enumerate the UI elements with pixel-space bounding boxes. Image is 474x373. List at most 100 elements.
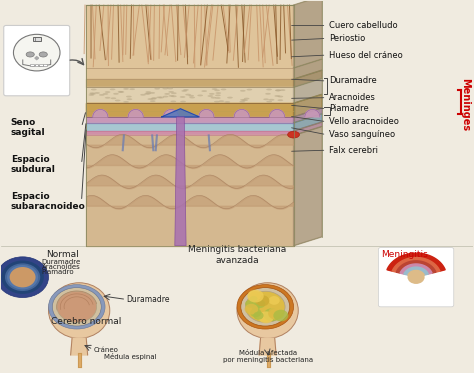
Polygon shape — [270, 110, 284, 117]
Text: Periostio: Periostio — [329, 34, 365, 43]
Ellipse shape — [164, 93, 170, 95]
Ellipse shape — [227, 97, 233, 98]
Ellipse shape — [156, 97, 162, 98]
Circle shape — [408, 270, 425, 284]
Ellipse shape — [237, 283, 298, 338]
Ellipse shape — [197, 94, 203, 96]
Text: Meningitis: Meningitis — [381, 251, 428, 260]
Text: Espacio
subaracnoideo: Espacio subaracnoideo — [11, 192, 86, 211]
Polygon shape — [175, 117, 186, 246]
Ellipse shape — [151, 98, 156, 100]
Ellipse shape — [180, 96, 185, 98]
Text: Normal: Normal — [46, 251, 79, 260]
Circle shape — [248, 291, 261, 301]
Ellipse shape — [91, 88, 97, 90]
Polygon shape — [93, 110, 108, 117]
Ellipse shape — [26, 52, 34, 57]
Circle shape — [253, 311, 264, 320]
Ellipse shape — [39, 52, 47, 57]
Ellipse shape — [214, 90, 220, 91]
Ellipse shape — [105, 97, 110, 99]
Circle shape — [263, 301, 279, 313]
Text: Piamadro: Piamadro — [41, 269, 74, 275]
Ellipse shape — [208, 95, 213, 97]
Polygon shape — [162, 109, 199, 117]
Ellipse shape — [240, 99, 246, 101]
Circle shape — [264, 308, 280, 322]
Ellipse shape — [163, 88, 168, 90]
Ellipse shape — [266, 101, 272, 103]
Ellipse shape — [89, 94, 94, 96]
Text: Aracnoides: Aracnoides — [41, 264, 80, 270]
Ellipse shape — [219, 100, 224, 102]
Circle shape — [255, 295, 269, 306]
Ellipse shape — [188, 95, 194, 97]
Polygon shape — [259, 338, 276, 355]
Polygon shape — [293, 94, 322, 117]
Polygon shape — [86, 131, 293, 135]
Polygon shape — [396, 261, 436, 273]
Ellipse shape — [278, 95, 283, 97]
Ellipse shape — [225, 101, 230, 103]
Ellipse shape — [99, 94, 105, 96]
Ellipse shape — [263, 98, 269, 100]
FancyBboxPatch shape — [378, 248, 454, 307]
Polygon shape — [35, 57, 38, 60]
Ellipse shape — [144, 93, 150, 95]
Ellipse shape — [158, 97, 164, 98]
Ellipse shape — [201, 90, 207, 92]
Circle shape — [269, 309, 283, 319]
Circle shape — [252, 304, 260, 311]
Circle shape — [243, 289, 288, 325]
Ellipse shape — [126, 95, 132, 97]
Polygon shape — [86, 103, 293, 117]
Ellipse shape — [214, 101, 219, 103]
Ellipse shape — [239, 101, 245, 103]
Text: Vaso sanguíneo: Vaso sanguíneo — [329, 130, 395, 139]
Ellipse shape — [269, 99, 274, 101]
Ellipse shape — [110, 88, 115, 90]
Ellipse shape — [182, 90, 187, 92]
Text: Aracnoides: Aracnoides — [329, 93, 376, 102]
Text: Meninges: Meninges — [461, 78, 471, 132]
Circle shape — [250, 308, 261, 317]
Ellipse shape — [167, 88, 173, 90]
Polygon shape — [404, 267, 428, 275]
Polygon shape — [400, 264, 432, 274]
Circle shape — [9, 267, 36, 287]
Text: Vello aracnoideo: Vello aracnoideo — [329, 117, 399, 126]
Polygon shape — [387, 253, 445, 271]
Ellipse shape — [242, 99, 248, 101]
Ellipse shape — [127, 98, 132, 100]
Text: Piamadre: Piamadre — [329, 104, 369, 113]
Text: Cuero cabelludo: Cuero cabelludo — [329, 21, 398, 30]
Ellipse shape — [105, 91, 110, 93]
Polygon shape — [86, 5, 293, 68]
Polygon shape — [305, 110, 320, 117]
Ellipse shape — [94, 92, 100, 94]
Circle shape — [0, 257, 48, 298]
Polygon shape — [23, 60, 51, 66]
Polygon shape — [293, 70, 322, 87]
Ellipse shape — [171, 92, 177, 94]
Circle shape — [54, 289, 100, 325]
Ellipse shape — [115, 100, 120, 101]
Text: Duramadre: Duramadre — [41, 259, 81, 266]
Circle shape — [273, 310, 288, 322]
Ellipse shape — [163, 95, 168, 97]
Ellipse shape — [171, 100, 176, 102]
Polygon shape — [86, 117, 293, 123]
Polygon shape — [199, 110, 214, 117]
Ellipse shape — [149, 92, 155, 94]
Ellipse shape — [266, 88, 272, 90]
Ellipse shape — [288, 131, 300, 138]
Ellipse shape — [48, 283, 110, 338]
Text: Meningitis bacteriana
avanzada: Meningitis bacteriana avanzada — [188, 245, 286, 265]
Ellipse shape — [244, 98, 249, 100]
Ellipse shape — [147, 98, 153, 100]
Polygon shape — [293, 0, 322, 68]
Ellipse shape — [151, 97, 157, 99]
Text: Cerebro normal: Cerebro normal — [51, 317, 121, 326]
Text: Hueso del cráneo: Hueso del cráneo — [329, 51, 402, 60]
Ellipse shape — [189, 97, 195, 98]
